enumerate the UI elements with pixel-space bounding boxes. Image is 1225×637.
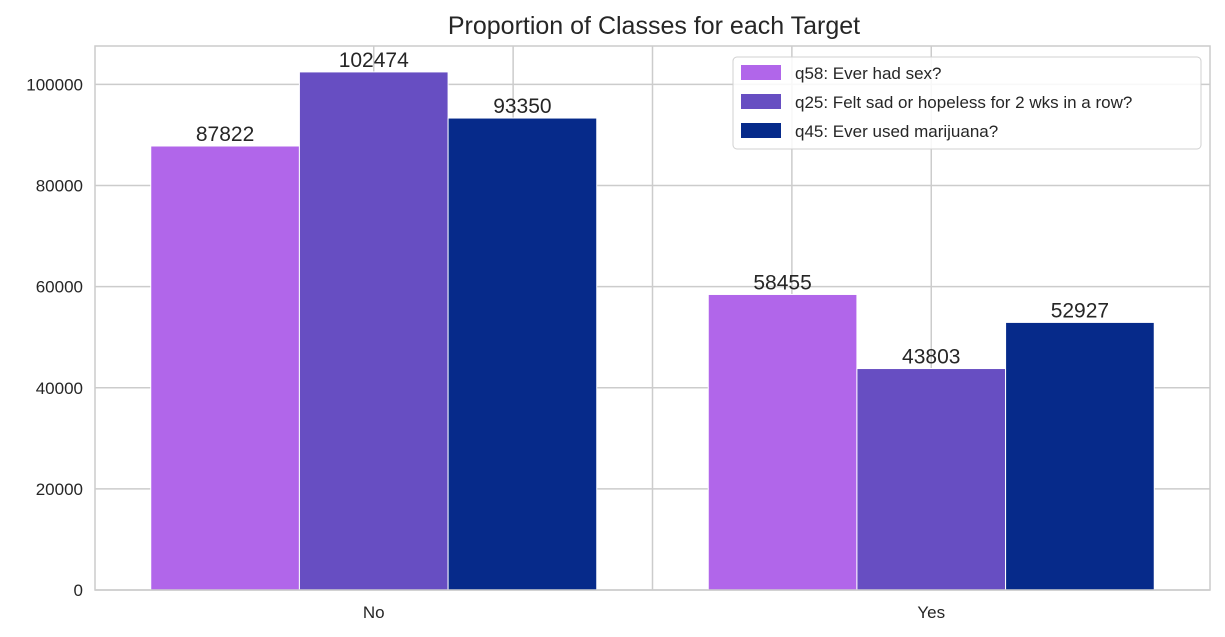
chart-title: Proportion of Classes for each Target: [448, 12, 860, 40]
bars: [150, 71, 1155, 591]
bar: [150, 145, 300, 591]
legend-box: [732, 56, 1202, 150]
bar: [856, 368, 1007, 591]
y-tick-label: 0: [74, 581, 83, 600]
x-tick-label: Yes: [917, 603, 945, 622]
y-tick-label: 100000: [26, 75, 83, 94]
legend-swatch: [741, 94, 781, 109]
axes: 0 20000 40000 60000 80000 100000 No Yes: [26, 45, 1211, 622]
plot-frame: [94, 45, 1211, 591]
y-tick-label: 60000: [36, 278, 83, 297]
y-tick-label: 20000: [36, 480, 83, 499]
bar: [447, 117, 598, 591]
bar-value-label: 93350: [493, 95, 551, 118]
data-labels: 87822 102474 93350 58455 43803 52927: [196, 49, 1109, 369]
bar: [298, 71, 449, 591]
bar-value-label: 43803: [902, 346, 960, 369]
y-tick-label: 80000: [36, 177, 83, 196]
bar: [1005, 321, 1155, 591]
bar-value-label: 102474: [339, 49, 409, 72]
legend-label: q58: Ever had sex?: [795, 64, 941, 83]
legend-label: q25: Felt sad or hopeless for 2 wks in a…: [795, 93, 1132, 112]
bar-value-label: 52927: [1051, 299, 1109, 322]
y-tick-label: 40000: [36, 379, 83, 398]
legend: q58: Ever had sex? q25: Felt sad or hopel…: [732, 56, 1202, 150]
bar: [707, 293, 858, 591]
bar-value-label: 87822: [196, 123, 254, 146]
legend-label: q45: Ever used marijuana?: [795, 122, 998, 141]
bar-value-label: 58455: [753, 271, 811, 294]
legend-swatch: [741, 65, 781, 80]
x-tick-label: No: [363, 603, 385, 622]
legend-swatch: [741, 123, 781, 138]
